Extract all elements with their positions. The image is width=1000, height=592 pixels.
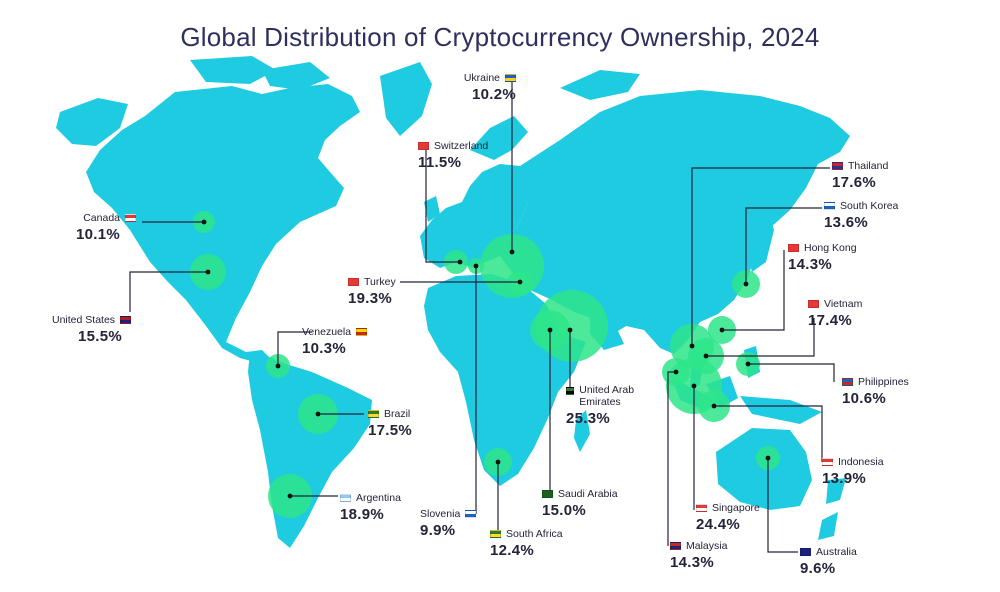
label-australia: Australia 9.6% <box>800 546 857 577</box>
anchor-dot-brazil <box>315 411 321 417</box>
leader-line-united-states <box>129 271 208 312</box>
leader-line-switzerland <box>425 148 460 263</box>
anchor-dot-united-states <box>205 269 211 275</box>
label-saudi-arabia: Saudi Arabia 15.0% <box>542 488 618 519</box>
anchor-dot-slovenia <box>473 263 479 269</box>
philippines-flag-icon <box>842 378 853 386</box>
australia-flag-icon <box>800 548 811 556</box>
label-vietnam: Vietnam 17.4% <box>808 298 863 329</box>
label-ukraine: Ukraine 10.2% <box>463 72 516 103</box>
anchor-dot-hong-kong <box>719 327 725 333</box>
anchor-dot-layer <box>201 219 771 499</box>
anchor-dot-south-africa <box>495 459 501 465</box>
anchor-dot-australia <box>765 455 771 461</box>
slovenia-flag-icon <box>465 510 477 518</box>
label-thailand: Thailand 17.6% <box>832 160 889 191</box>
canada-flag-icon <box>125 214 136 222</box>
uae-flag-icon <box>566 387 575 395</box>
label-venezuela: Venezuela 10.3% <box>302 326 368 357</box>
united-states-flag-icon <box>120 316 132 324</box>
anchor-dot-south-korea <box>743 281 749 287</box>
anchor-dot-philippines <box>745 361 751 367</box>
anchor-dot-thailand <box>689 343 695 349</box>
brazil-flag-icon <box>368 410 379 418</box>
leader-line-south-korea <box>745 207 822 284</box>
hong-kong-flag-icon <box>788 244 799 252</box>
leader-line-australia <box>767 458 798 553</box>
thailand-flag-icon <box>832 162 843 170</box>
leader-line-thailand <box>691 167 830 346</box>
anchor-dot-argentina <box>287 493 293 499</box>
malaysia-flag-icon <box>670 542 681 550</box>
map-title: Global Distribution of Cryptocurrency Ow… <box>180 22 820 52</box>
leader-line-vietnam <box>706 318 815 357</box>
anchor-dot-turkey <box>517 279 523 285</box>
saudi-arabia-flag-icon <box>542 490 553 498</box>
label-switzerland: Switzerland 11.5% <box>418 140 489 171</box>
label-slovenia: Slovenia 9.9% <box>420 508 477 539</box>
south-korea-flag-icon <box>824 202 835 210</box>
land-masses <box>56 56 850 548</box>
label-uae: United Arab Emirates 25.3% <box>566 384 635 427</box>
leader-line-venezuela <box>277 331 312 366</box>
south-africa-flag-icon <box>490 530 501 538</box>
anchor-dot-canada <box>201 219 207 225</box>
anchor-dot-switzerland <box>457 259 463 265</box>
anchor-dot-venezuela <box>275 363 281 369</box>
label-united-states: United States 15.5% <box>52 314 132 345</box>
anchor-dot-indonesia <box>711 403 717 409</box>
leader-line-indonesia <box>714 405 823 462</box>
anchor-dot-vietnam <box>703 353 709 359</box>
turkey-flag-icon <box>348 278 359 286</box>
argentina-flag-icon <box>340 494 351 502</box>
label-singapore: Singapore 24.4% <box>696 502 760 533</box>
leader-line-layer <box>129 80 835 553</box>
label-argentina: Argentina 18.9% <box>340 492 401 523</box>
leader-line-philippines <box>748 363 835 382</box>
anchor-dot-singapore <box>691 383 697 389</box>
anchor-dot-saudi-arabia <box>547 327 553 333</box>
label-south-africa: South Africa 12.4% <box>490 528 563 559</box>
bubble-uae <box>536 290 608 362</box>
label-south-korea: South Korea 13.6% <box>824 200 899 231</box>
anchor-dot-uae <box>567 327 573 333</box>
switzerland-flag-icon <box>418 142 429 150</box>
label-turkey: Turkey 19.3% <box>348 276 396 307</box>
ukraine-flag-icon <box>505 74 516 82</box>
venezuela-flag-icon <box>356 328 368 336</box>
vietnam-flag-icon <box>808 300 819 308</box>
label-philippines: Philippines 10.6% <box>842 376 909 407</box>
leader-line-malaysia <box>667 371 676 546</box>
label-hong-kong: Hong Kong 14.3% <box>788 242 857 273</box>
label-malaysia: Malaysia 14.3% <box>670 540 728 571</box>
leader-line-hong-kong <box>722 250 785 331</box>
indonesia-flag-icon <box>822 458 833 466</box>
singapore-flag-icon <box>696 504 707 512</box>
label-indonesia: Indonesia 13.9% <box>822 456 884 487</box>
anchor-dot-malaysia <box>673 369 679 375</box>
label-canada: Canada 10.1% <box>60 212 136 243</box>
label-brazil: Brazil 17.5% <box>368 408 413 439</box>
anchor-dot-ukraine <box>509 249 515 255</box>
